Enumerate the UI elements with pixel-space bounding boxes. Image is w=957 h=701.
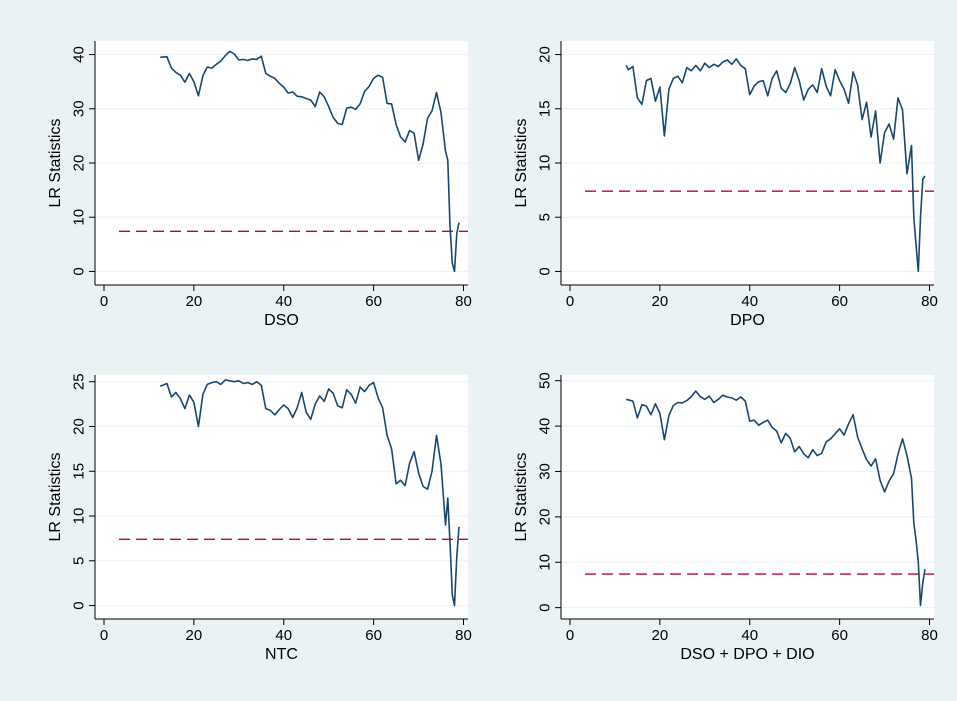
x-tick-label: 60 <box>365 627 382 644</box>
x-tick-label: 40 <box>741 293 758 310</box>
x-tick-label: 20 <box>652 293 669 310</box>
x-tick-label: 40 <box>275 293 292 310</box>
series-line <box>159 379 460 607</box>
x-tick-label: 20 <box>652 627 669 644</box>
y-tick-label: 0 <box>71 601 88 609</box>
y-tick-label: 10 <box>537 155 554 172</box>
y-tick-label: 0 <box>71 267 88 275</box>
y-tick-label: 0 <box>537 603 554 611</box>
x-axis-title: DSO <box>264 312 299 329</box>
series-line <box>625 58 926 273</box>
x-tick-label: 80 <box>921 293 938 310</box>
x-axis-title: DPO <box>730 312 765 329</box>
y-tick-label: 50 <box>537 372 554 389</box>
y-axis-title: LR Statistics <box>47 119 64 208</box>
y-tick-label: 10 <box>71 508 88 525</box>
x-tick-label: 60 <box>831 627 848 644</box>
series-line <box>160 50 460 273</box>
y-tick-label: 30 <box>71 100 88 117</box>
chart-panel: 0 10 20 30 40 50 0 20 40 60 80 DSO + DPO + DIO LR St… <box>513 372 938 663</box>
y-axis-title: LR Statistics <box>513 119 530 208</box>
plot-area <box>561 375 934 619</box>
x-tick-label: 0 <box>100 293 108 310</box>
x-tick-label: 80 <box>455 293 472 310</box>
y-tick-label: 40 <box>537 418 554 435</box>
x-tick-label: 80 <box>921 627 938 644</box>
y-axis-title: LR Statistics <box>47 453 64 542</box>
y-tick-label: 20 <box>537 509 554 526</box>
x-tick-label: 0 <box>566 627 574 644</box>
x-tick-label: 20 <box>186 293 203 310</box>
plot-area <box>95 375 468 619</box>
y-tick-label: 40 <box>71 46 88 63</box>
y-tick-label: 20 <box>71 418 88 435</box>
y-tick-label: 20 <box>71 155 88 172</box>
x-tick-label: 80 <box>455 627 472 644</box>
x-axis-title: NTC <box>265 646 298 663</box>
y-tick-label: 5 <box>537 213 554 221</box>
y-tick-label: 10 <box>537 554 554 571</box>
y-tick-label: 15 <box>71 463 88 480</box>
y-tick-label: 0 <box>537 267 554 275</box>
x-tick-label: 40 <box>741 627 758 644</box>
x-tick-label: 0 <box>566 293 574 310</box>
x-tick-label: 0 <box>100 627 108 644</box>
x-axis-title: DSO + DPO + DIO <box>680 646 814 663</box>
x-tick-label: 60 <box>831 293 848 310</box>
series-line <box>625 390 926 607</box>
y-tick-label: 30 <box>537 463 554 480</box>
y-tick-label: 20 <box>537 46 554 63</box>
x-tick-label: 60 <box>365 293 382 310</box>
x-tick-label: 20 <box>186 627 203 644</box>
y-tick-label: 15 <box>537 100 554 117</box>
y-tick-label: 10 <box>71 209 88 226</box>
y-axis-title: LR Statistics <box>513 453 530 542</box>
y-tick-label: 5 <box>71 557 88 565</box>
y-tick-label: 25 <box>71 373 88 390</box>
chart-panel: 0 10 20 30 40 0 20 40 60 80 DSO LR Statistics <box>47 41 472 329</box>
chart-panel: 0 5 10 15 20 25 0 20 40 60 80 NTC LR Statistics <box>47 373 472 663</box>
chart-panel: 0 5 10 15 20 0 20 40 60 80 DPO LR Statistics <box>513 41 938 329</box>
x-tick-label: 40 <box>275 627 292 644</box>
